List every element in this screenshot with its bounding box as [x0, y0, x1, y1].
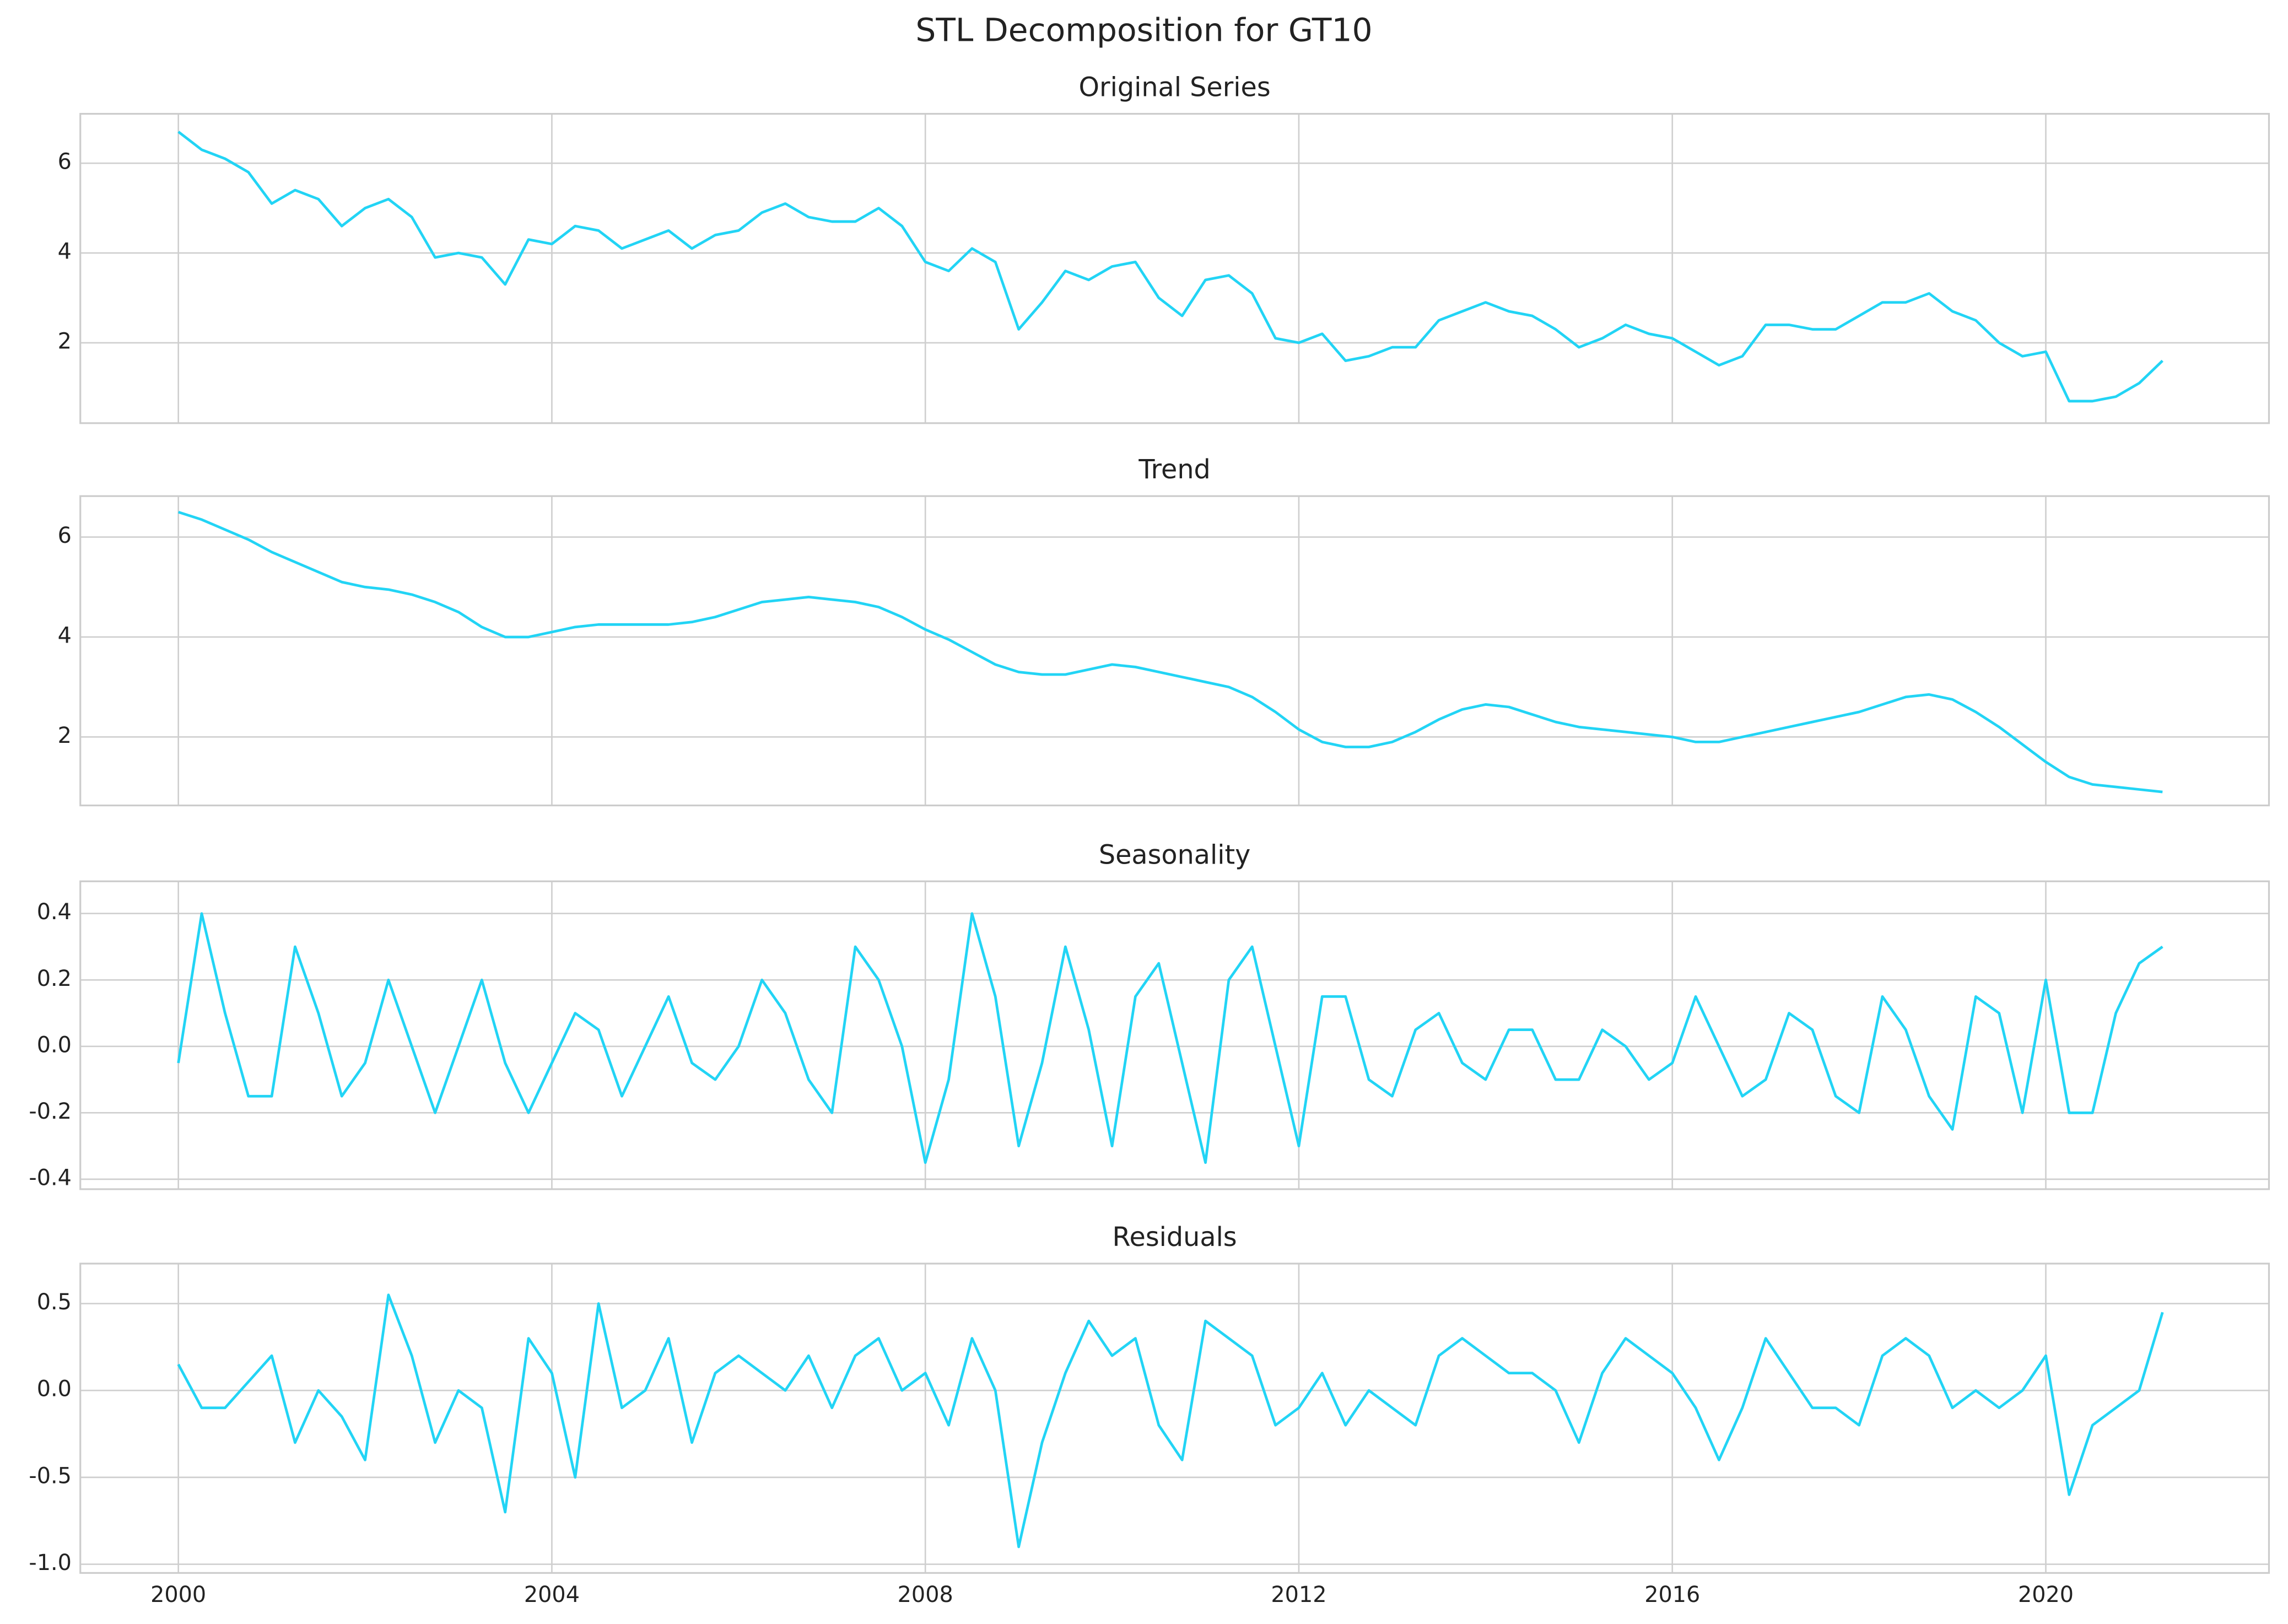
x-tick-label: 2012 — [1271, 1582, 1326, 1607]
y-tick-label: 0.2 — [37, 966, 72, 991]
subplot-title: Trend — [1138, 455, 1210, 485]
plot-frame — [79, 495, 2270, 807]
subplot-title: Residuals — [1113, 1222, 1237, 1253]
y-tick-label: 0.0 — [37, 1032, 72, 1058]
subplot-title: Original Series — [1079, 73, 1271, 103]
plot-frame — [79, 112, 2270, 424]
y-tick-label: -0.2 — [29, 1099, 71, 1124]
plot-frame — [79, 880, 2270, 1190]
y-tick-label: 6 — [58, 523, 72, 548]
y-tick-label: 4 — [58, 239, 72, 265]
series-line — [177, 1293, 2164, 1549]
x-tick-label: 2000 — [150, 1582, 206, 1607]
series-line — [177, 912, 2163, 1164]
x-tick-label: 2004 — [524, 1582, 580, 1607]
plot-frame — [79, 1262, 2270, 1574]
series-line — [177, 511, 2163, 794]
figure-title: STL Decomposition for GT10 — [915, 11, 1372, 48]
y-tick-label: -1.0 — [29, 1550, 71, 1576]
y-tick-label: 2 — [58, 723, 72, 748]
subplot-title: Seasonality — [1099, 840, 1251, 870]
y-tick-label: 6 — [58, 149, 72, 175]
y-tick-label: -0.4 — [29, 1165, 71, 1190]
y-tick-label: 0.4 — [37, 899, 72, 925]
x-tick-label: 2020 — [2018, 1582, 2074, 1607]
y-tick-label: 0.5 — [37, 1290, 72, 1315]
x-tick-label: 2016 — [1644, 1582, 1700, 1607]
y-tick-label: 0.0 — [37, 1377, 72, 1402]
y-tick-label: 2 — [58, 329, 72, 354]
series-line — [177, 131, 2163, 403]
x-tick-label: 2008 — [898, 1582, 953, 1607]
y-tick-label: 4 — [58, 623, 72, 648]
y-tick-label: -0.5 — [29, 1463, 71, 1488]
